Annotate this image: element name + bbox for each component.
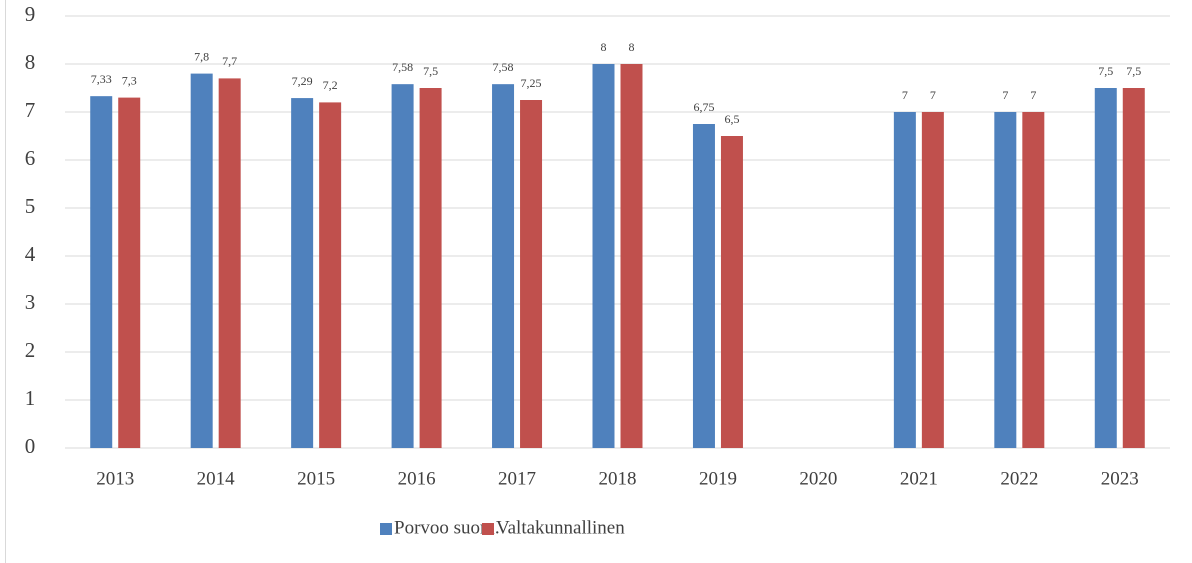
- bar: [218, 78, 241, 449]
- y-tick-label: 0: [25, 434, 36, 458]
- bar: [190, 73, 213, 448]
- x-tick-label: 2018: [599, 468, 637, 489]
- bar: [419, 88, 442, 448]
- bar: [893, 112, 916, 448]
- legend-label: Porvoo suom.: [394, 517, 500, 538]
- value-label: 8: [629, 40, 635, 54]
- value-label: 7,33: [91, 72, 112, 86]
- y-tick-label: 2: [25, 338, 36, 362]
- bar: [492, 84, 515, 448]
- value-label: 7: [1002, 88, 1008, 102]
- bar: [118, 97, 141, 448]
- x-tick-label: 2023: [1101, 468, 1139, 489]
- value-label: 7,58: [392, 60, 413, 74]
- bar: [692, 124, 715, 448]
- value-label: 7: [1030, 88, 1036, 102]
- y-tick-label: 9: [25, 2, 36, 26]
- bar: [319, 102, 342, 449]
- value-label: 6,5: [724, 112, 739, 126]
- x-tick-label: 2013: [96, 468, 134, 489]
- bar: [291, 98, 314, 448]
- bar: [391, 84, 414, 448]
- bar: [520, 100, 543, 448]
- value-label: 8: [601, 40, 607, 54]
- y-tick-label: 1: [25, 386, 36, 410]
- value-label: 6,75: [693, 100, 714, 114]
- value-label: 7,2: [323, 78, 338, 92]
- x-tick-label: 2014: [197, 468, 236, 489]
- y-tick-label: 6: [25, 146, 36, 170]
- value-label: 7,3: [122, 73, 137, 87]
- y-tick-label: 4: [25, 242, 36, 266]
- value-label: 7: [902, 88, 908, 102]
- bar: [90, 96, 113, 448]
- x-tick-label: 2015: [297, 468, 335, 489]
- value-label: 7,7: [222, 54, 237, 68]
- y-tick-label: 7: [25, 98, 36, 122]
- bar: [1122, 88, 1145, 448]
- x-tick-label: 2016: [398, 468, 436, 489]
- x-tick-label: 2021: [900, 468, 938, 489]
- value-label: 7,5: [1126, 64, 1141, 78]
- value-label: 7,58: [493, 60, 514, 74]
- y-tick-label: 8: [25, 50, 36, 74]
- bar: [620, 64, 643, 448]
- y-tick-label: 3: [25, 290, 36, 314]
- value-label: 7: [930, 88, 936, 102]
- legend-swatch: [482, 523, 494, 535]
- bar: [921, 112, 944, 448]
- x-tick-label: 2022: [1000, 468, 1038, 489]
- bar: [592, 64, 615, 448]
- x-tick-label: 2019: [699, 468, 737, 489]
- bar: [994, 112, 1017, 448]
- bar: [1094, 88, 1117, 448]
- value-label: 7,5: [1098, 64, 1113, 78]
- value-label: 7,29: [292, 74, 313, 88]
- bar: [720, 136, 743, 448]
- y-tick-label: 5: [25, 194, 36, 218]
- x-tick-label: 2017: [498, 468, 536, 489]
- x-tick-label: 2020: [799, 468, 837, 489]
- value-label: 7,8: [194, 49, 209, 63]
- value-label: 7,25: [521, 76, 542, 90]
- legend-label: Valtakunnallinen: [496, 517, 625, 538]
- value-label: 7,5: [423, 64, 438, 78]
- bar: [1022, 112, 1045, 448]
- legend-swatch: [380, 523, 392, 535]
